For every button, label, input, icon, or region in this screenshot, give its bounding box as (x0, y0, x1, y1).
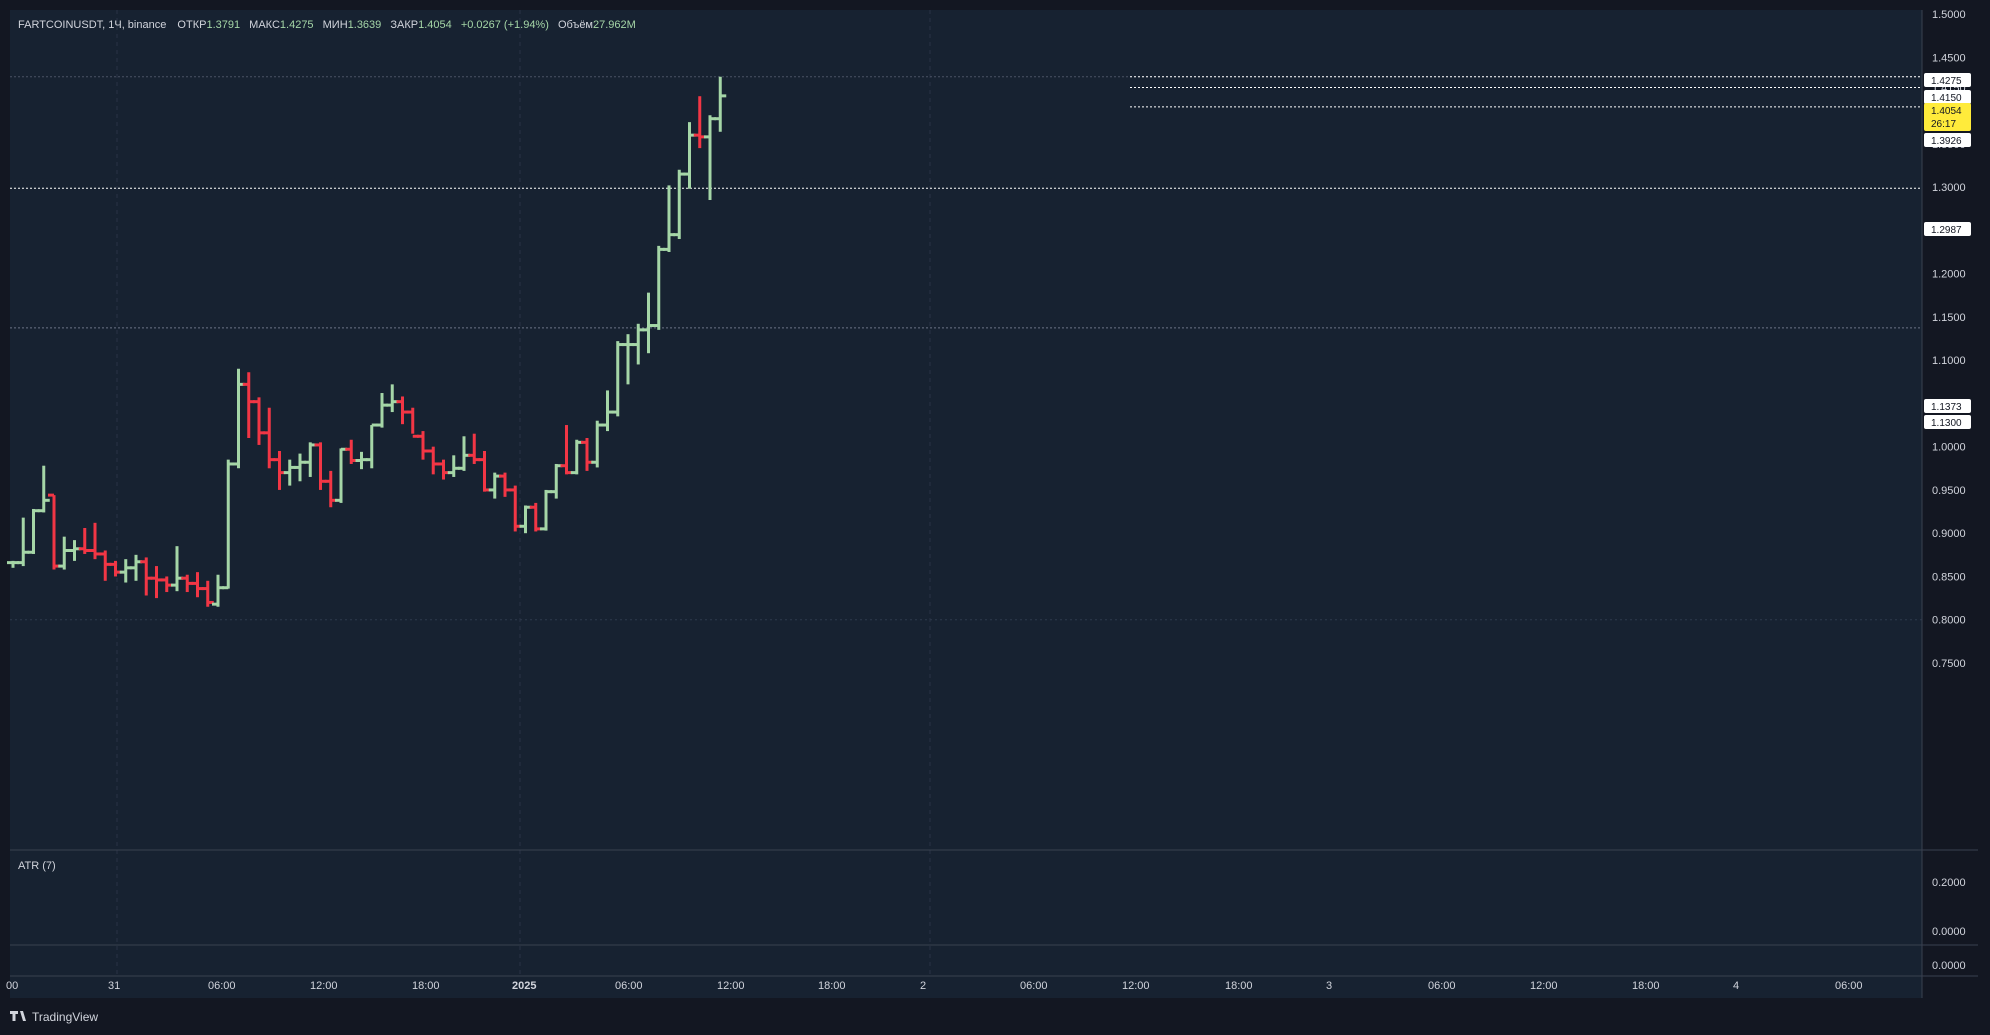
open-label: ОТКР (177, 19, 206, 31)
change-value: +0.0267 (+1.94%) (461, 19, 549, 31)
price-tick-label: 1.1500 (1932, 312, 1966, 324)
price-tick-label: 0.9000 (1932, 528, 1966, 540)
atr-tick-label: 0.0000 (1932, 960, 1966, 972)
low-value: 1.3639 (348, 19, 382, 31)
ohlc-bar[interactable] (37, 465, 50, 513)
time-tick-label: 06:00 (208, 980, 236, 992)
close-label: ЗАКР (390, 19, 418, 31)
price-tick-label: 1.3000 (1932, 182, 1966, 194)
high-label: МАКС (249, 19, 280, 31)
time-tick-label: 3 (1326, 980, 1332, 992)
price-tick-label: 0.7500 (1932, 658, 1966, 670)
high-value: 1.4275 (280, 19, 314, 31)
atr-tick-label: 0.0000 (1932, 926, 1966, 938)
time-tick-label: 00 (6, 980, 18, 992)
time-axis[interactable]: 00 31 06:00 12:00 18:00 2025 06:00 12:00 18:00 2 0… (6, 980, 1863, 992)
symbol-title[interactable]: FARTCOINUSDT, 1Ч, binance (18, 19, 166, 31)
price-tick-label: 1.5000 (1932, 9, 1966, 21)
open-value: 1.3791 (206, 19, 240, 31)
ohlc-bar[interactable] (714, 76, 727, 132)
time-tick-label: 12:00 (310, 980, 338, 992)
countdown-text: 26:17 (1931, 119, 1956, 130)
time-tick-label: 12:00 (1530, 980, 1558, 992)
price-tag: 1.2987 (1924, 222, 1971, 236)
price-tag: 1.4275 (1924, 73, 1971, 87)
time-tick-label: 4 (1733, 980, 1739, 992)
price-tag-box (1924, 133, 1971, 147)
current-price-tag: 1.4054 26:17 (1924, 103, 1971, 131)
price-tag-box (1924, 222, 1971, 236)
atr-axis[interactable]: 0.2000 0.0000 0.0000 (1932, 877, 1966, 972)
time-tick-label: 18:00 (1225, 980, 1253, 992)
time-tick-label: 18:00 (818, 980, 846, 992)
price-tag: 1.4150 (1924, 90, 1971, 104)
time-tick-label: 06:00 (1020, 980, 1048, 992)
price-tag-text: 1.2987 (1931, 225, 1962, 236)
price-tag-box (1924, 90, 1971, 104)
volume-label: Объём (558, 19, 593, 31)
price-tag-box (1924, 103, 1971, 131)
price-tag-text: 1.4275 (1931, 76, 1962, 87)
time-tick-label: 06:00 (615, 980, 643, 992)
close-value: 1.4054 (418, 19, 452, 31)
atr-tick-label: 0.2000 (1932, 877, 1966, 889)
price-tick-label: 0.8000 (1932, 615, 1966, 627)
price-tick-label: 1.0000 (1932, 442, 1966, 454)
time-tick-label: 06:00 (1428, 980, 1456, 992)
time-tick-label: 2 (920, 980, 926, 992)
time-tick-label: 18:00 (1632, 980, 1660, 992)
time-tick-label: 12:00 (1122, 980, 1150, 992)
ohlc-bars[interactable] (7, 76, 727, 607)
time-tick-label: 06:00 (1835, 980, 1863, 992)
price-tick-label: 1.1000 (1932, 355, 1966, 367)
price-tag-text: 1.1300 (1931, 418, 1962, 429)
volume-value: 27.962M (593, 19, 636, 31)
price-tag: 1.1300 (1924, 415, 1971, 429)
price-tick-label: 1.2000 (1932, 269, 1966, 281)
low-label: МИН (323, 19, 348, 31)
time-tick-label: 12:00 (717, 980, 745, 992)
price-tag-text: 1.4150 (1931, 93, 1962, 104)
price-lines (10, 76, 1922, 189)
price-tag-box (1924, 73, 1971, 87)
price-tag-box (1924, 399, 1971, 413)
ohlc-bar[interactable] (201, 580, 214, 607)
legend[interactable]: FARTCOINUSDT, 1Ч, binance ОТКР1.3791 МАК… (18, 19, 636, 31)
price-tag-text: 1.4054 (1931, 106, 1962, 117)
tradingview-logo-icon (10, 1011, 26, 1021)
price-tags: 1.4275 1.4150 1.4054 26:17 1.3926 1.2987 1.137… (1924, 73, 1971, 429)
tradingview-logo[interactable]: TradingView (10, 1010, 98, 1024)
tradingview-label: TradingView (32, 1010, 98, 1024)
time-tick-label: 2025 (512, 980, 536, 992)
price-tag-text: 1.3926 (1931, 136, 1962, 147)
price-tick-label: 0.9500 (1932, 485, 1966, 497)
price-tag-box (1924, 415, 1971, 429)
price-tag-text: 1.1373 (1931, 402, 1962, 413)
price-tick-label: 0.8500 (1932, 571, 1966, 583)
time-tick-label: 18:00 (412, 980, 440, 992)
time-tick-label: 31 (108, 980, 120, 992)
grid (10, 10, 1922, 976)
price-tick-label: 1.4500 (1932, 52, 1966, 64)
atr-indicator-label[interactable]: ATR (7) (18, 860, 56, 872)
price-tag: 1.3926 (1924, 133, 1971, 147)
plot-background (10, 10, 1922, 998)
price-tag: 1.1373 (1924, 399, 1971, 413)
